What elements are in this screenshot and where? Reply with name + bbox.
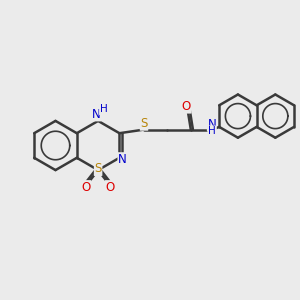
Text: O: O — [182, 100, 191, 113]
Text: N: N — [118, 153, 127, 166]
Text: H: H — [100, 104, 107, 115]
Text: N: N — [92, 108, 101, 121]
Text: N: N — [207, 118, 216, 131]
Text: O: O — [106, 181, 115, 194]
Text: S: S — [140, 117, 148, 130]
Text: H: H — [208, 126, 216, 136]
Text: S: S — [94, 162, 102, 176]
Text: O: O — [82, 181, 91, 194]
